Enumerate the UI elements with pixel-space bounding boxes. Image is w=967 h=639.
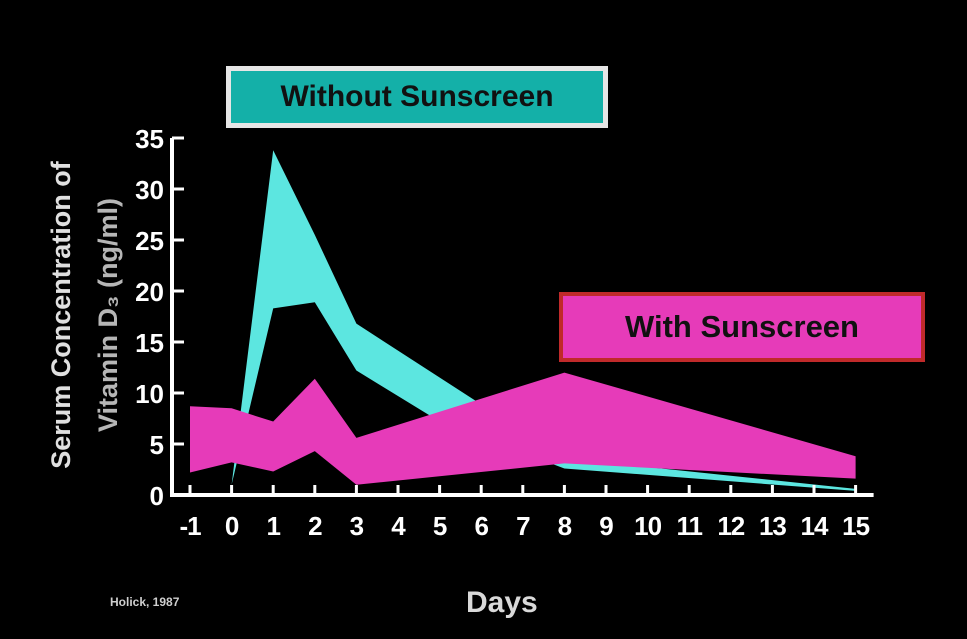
y-tick-label: 30: [135, 175, 164, 205]
x-tick-label: 7: [516, 511, 530, 541]
x-tick-label: 11: [676, 511, 702, 541]
x-tick-label: 12: [717, 511, 744, 541]
y-tick-label: 5: [150, 430, 164, 460]
x-tick-label: 14: [801, 511, 829, 541]
x-tick-label: 4: [391, 511, 406, 541]
x-axis-label: Days: [466, 586, 538, 619]
y-tick-label: 20: [135, 277, 164, 307]
x-tick-label: 6: [474, 511, 488, 541]
y-tick-label: 15: [135, 328, 164, 358]
x-tick-label: 9: [599, 511, 613, 541]
y-tick-label: 10: [135, 379, 164, 409]
y-axis-label-line1: Serum Concentration of: [46, 160, 76, 469]
legend-without-sunscreen: Without Sunscreen: [226, 66, 608, 128]
x-tick-label: 0: [225, 511, 239, 541]
y-tick-label: 0: [150, 481, 164, 511]
y-axis-label-line2: Vitamin D₃ (ng/ml): [93, 198, 123, 432]
x-tick-label: 2: [308, 511, 322, 541]
y-tick-label: 35: [135, 124, 164, 154]
x-tick-label: 13: [759, 511, 786, 541]
plot-bands: [190, 150, 856, 491]
axes: [170, 136, 874, 497]
y-tick-label: 25: [135, 226, 164, 256]
x-tick-label: 8: [558, 511, 572, 541]
band-with-sunscreen: [190, 372, 856, 485]
x-tick-label: 10: [634, 511, 661, 541]
x-tick-label: 1: [266, 511, 280, 541]
legend-with-sunscreen: With Sunscreen: [559, 292, 925, 362]
x-tick-label: 3: [350, 511, 364, 541]
x-tick-label: 15: [842, 511, 869, 541]
source-citation: Holick, 1987: [110, 595, 180, 609]
x-tick-label: -1: [179, 511, 201, 541]
x-tick-label: 5: [433, 511, 447, 541]
